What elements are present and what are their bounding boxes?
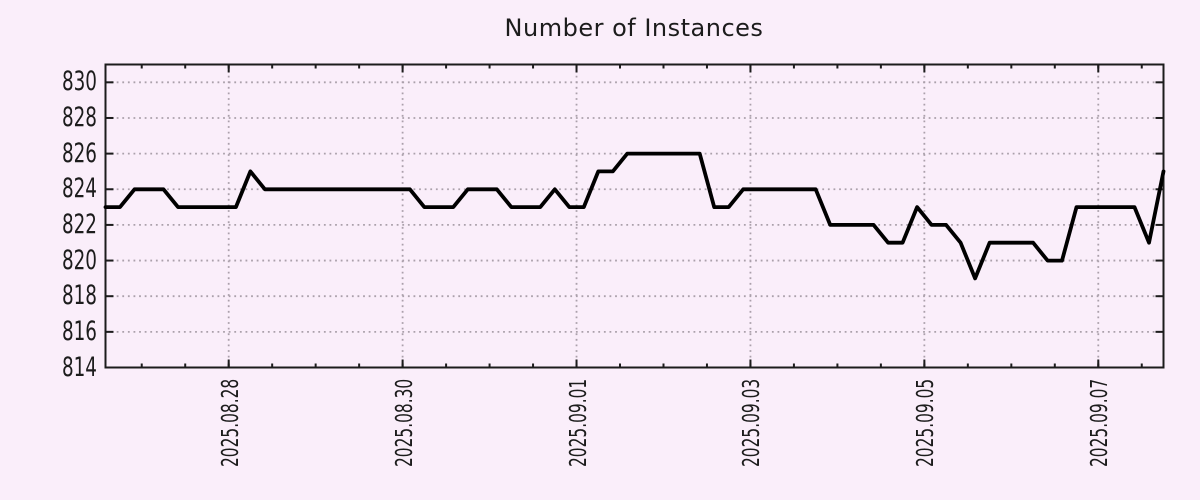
- plot-border: [104, 63, 1165, 369]
- y-tick-label: 824: [61, 173, 97, 205]
- y-tick-label: 830: [61, 66, 97, 98]
- y-tick-label: 814: [61, 351, 97, 383]
- x-tick-label: 2025.09.03: [739, 378, 766, 467]
- x-tick-label: 2025.09.05: [913, 378, 940, 467]
- x-tick-label: 2025.09.07: [1087, 378, 1114, 467]
- y-tick-label: 828: [61, 101, 97, 133]
- y-tick-label: 816: [61, 315, 97, 347]
- x-tick-label: 2025.09.01: [565, 378, 592, 467]
- x-tick-label: 2025.08.30: [391, 378, 418, 467]
- y-tick-label: 820: [61, 244, 97, 276]
- y-tick-label: 826: [61, 137, 97, 169]
- x-tick-label: 2025.08.28: [217, 378, 244, 467]
- chart-title: Number of Instances: [504, 14, 764, 42]
- y-tick-label: 818: [61, 280, 97, 312]
- y-tick-label: 822: [61, 208, 97, 240]
- series-line: [103, 151, 1166, 281]
